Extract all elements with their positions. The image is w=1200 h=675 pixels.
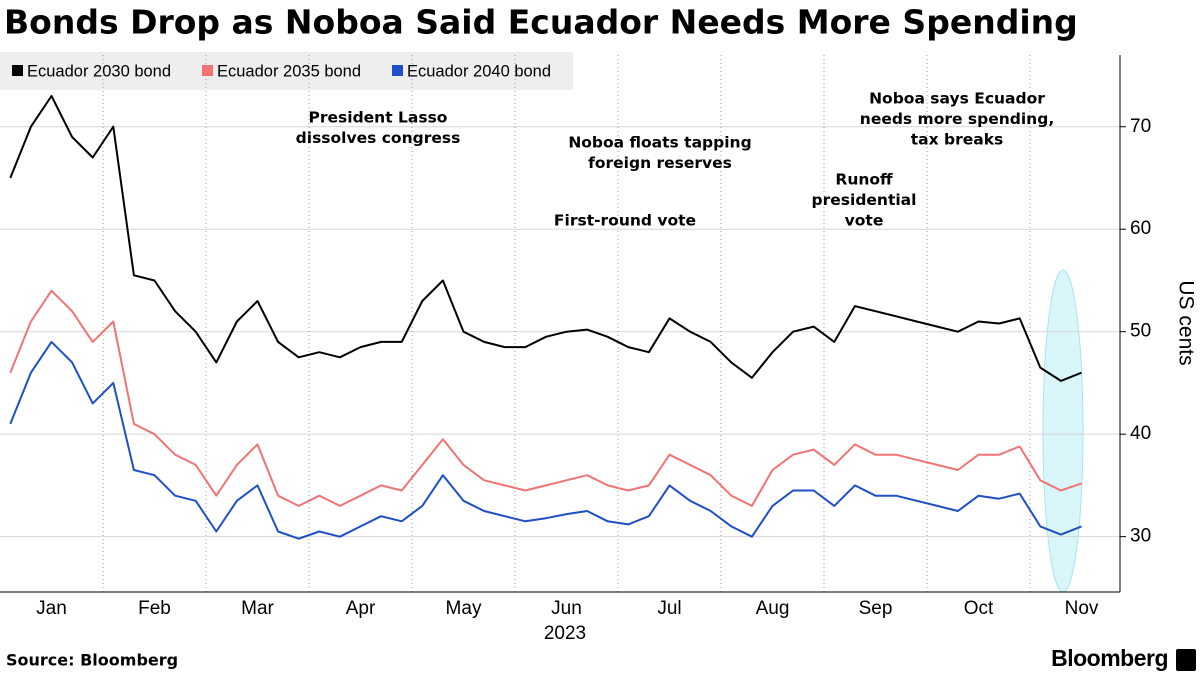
chart-title: Bonds Drop as Noboa Said Ecuador Needs M… [4,3,1078,42]
legend-swatch [12,65,23,76]
x-tick-label: Feb [138,598,171,619]
annotation: Runoff [835,171,893,189]
series-line [9,289,1082,507]
x-axis-label: 2023 [544,623,586,644]
y-tick-label: 60 [1130,218,1151,239]
annotation: needs more spending, [860,110,1054,128]
brand: Bloomberg [1051,645,1168,671]
legend-label: Ecuador 2040 bond [407,62,551,80]
annotation: Noboa says Ecuador [869,90,1045,108]
x-tick-label: Jan [36,598,67,619]
legend-label: Ecuador 2035 bond [217,62,361,80]
highlight [1042,269,1084,593]
x-tick-label: Mar [241,598,274,619]
annotation: President Lasso [309,109,448,127]
x-tick-label: Aug [756,598,790,619]
legend-label: Ecuador 2030 bond [27,62,171,80]
legend-swatch [202,65,213,76]
annotation: First-round vote [554,212,696,230]
annotation: presidential [812,191,917,209]
y-tick-label: 50 [1130,321,1151,342]
x-tick-label: Jul [657,598,681,619]
annotation: vote [845,212,884,230]
x-tick-label: May [446,598,482,619]
x-tick-label: Apr [346,598,376,619]
source: Source: Bloomberg [6,651,178,670]
annotation: dissolves congress [296,129,461,147]
annotation: foreign reserves [588,154,732,172]
x-tick-label: Oct [964,598,994,619]
x-tick-label: Jun [551,598,582,619]
x-tick-label: Nov [1065,598,1099,619]
brand-icon [1176,649,1196,671]
y-tick-label: 40 [1130,423,1151,444]
series-line [9,340,1082,540]
annotation: Noboa floats tapping [568,134,751,152]
y-tick-label: 70 [1130,116,1151,137]
y-axis-label: US cents [1174,280,1197,365]
legend-box [0,52,573,90]
y-tick-label: 30 [1130,526,1151,547]
x-tick-label: Sep [859,598,893,619]
legend-swatch [392,65,403,76]
series-line [9,95,1082,382]
annotation: tax breaks [911,131,1004,149]
